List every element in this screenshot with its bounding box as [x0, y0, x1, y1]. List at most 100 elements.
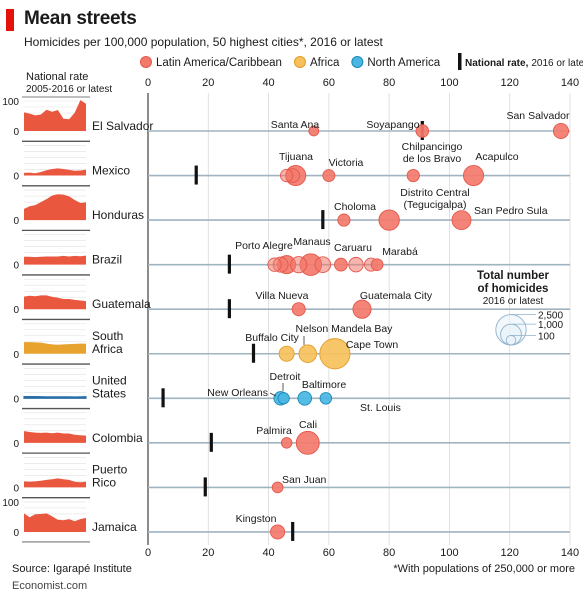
source-note: Source: Igarapé Institute — [12, 563, 132, 575]
city-label-san-juan: San Juan — [282, 474, 327, 486]
city-bubble-santa-ana — [308, 125, 320, 137]
legend-marker-africa — [293, 56, 306, 68]
country-label-puerto-rico: Rico — [92, 475, 116, 489]
city-bubble-st-louis — [319, 392, 333, 405]
x-tick-bottom-80: 80 — [383, 547, 395, 559]
country-label-mexico: Mexico — [92, 164, 130, 178]
sparkline-header-subtitle: 2005-2016 or latest — [26, 84, 112, 95]
country-label-el-salvador: El Salvador — [92, 119, 153, 133]
size-legend-subtitle: 2016 or latest — [483, 296, 544, 307]
spark-ymin-label: 0 — [13, 483, 19, 494]
city-bubble-acapulco — [463, 165, 485, 187]
legend-national-rate-sublabel: 2016 or latest — [531, 58, 583, 69]
city-bubble-unlabeled — [267, 257, 282, 272]
sparkline-brazil — [24, 255, 86, 265]
city-label-detroit: Detroit — [270, 371, 301, 383]
city-label-guatemala-city: Guatemala City — [360, 290, 433, 302]
country-label-brazil: Brazil — [92, 253, 122, 267]
country-label-guatemala: Guatemala — [92, 297, 151, 311]
country-label-honduras: Honduras — [92, 208, 144, 222]
city-bubble-unlabeled — [290, 256, 308, 274]
spark-ymax-label: 100 — [2, 97, 19, 108]
national-rate-marker-south-africa — [251, 343, 256, 363]
sparkline-honduras — [24, 194, 86, 221]
footnote: *With populations of 250,000 or more — [393, 563, 575, 575]
sparkline-south-africa — [24, 342, 86, 354]
brand-label: Economist.com — [12, 580, 88, 592]
sparkline-colombia — [24, 431, 86, 443]
city-bubble-unlabeled — [314, 256, 332, 273]
city-label-st-louis: St. Louis — [360, 402, 401, 414]
country-label-south-africa: Africa — [92, 342, 123, 356]
legend-marker-latin — [140, 56, 152, 68]
city-label-cape-town: Cape Town — [346, 339, 399, 351]
country-label-colombia: Colombia — [92, 431, 143, 445]
city-label-palmira: Palmira — [256, 425, 292, 437]
national-rate-marker-jamaica — [291, 521, 295, 541]
spark-ymin-label: 0 — [13, 261, 19, 272]
spark-ymin-label: 0 — [13, 216, 19, 227]
city-bubble-cape-town — [319, 338, 351, 370]
national-rate-marker-mexico — [194, 165, 198, 185]
x-tick-top-100: 100 — [440, 77, 458, 89]
x-tick-bottom-100: 100 — [440, 547, 458, 559]
sparkline-puerto-rico — [24, 478, 86, 488]
city-label-acapulco: Acapulco — [475, 151, 518, 163]
city-bubble-buffalo-city — [278, 345, 295, 362]
size-legend-label-1: 1,000 — [538, 320, 563, 331]
sparkline-united-states — [23, 396, 87, 399]
city-bubble-baltimore — [297, 390, 313, 406]
x-tick-bottom-140: 140 — [561, 547, 579, 559]
spark-ymin-label: 0 — [13, 127, 19, 138]
city-bubble-soyapango — [415, 124, 430, 138]
city-label-kingston: Kingston — [236, 513, 277, 525]
city-bubble-kingston — [270, 524, 286, 540]
legend-label-africa: Africa — [310, 57, 340, 69]
city-bubble-chilpancingo-de-los-bravo — [406, 168, 420, 183]
sparkline-el-salvador — [24, 100, 86, 131]
national-rate-marker-united-states — [161, 388, 165, 408]
city-bubble-palmira — [280, 437, 293, 449]
country-label-south-africa: South — [92, 329, 123, 343]
size-legend-label-2: 100 — [538, 331, 555, 342]
x-tick-top-20: 20 — [202, 77, 214, 89]
city-label-choloma: Choloma — [334, 201, 376, 213]
sparkline-jamaica — [24, 513, 86, 532]
city-label-soyapango: Soyapango — [366, 119, 419, 131]
spark-ymin-label: 0 — [13, 172, 19, 183]
city-bubble-san-juan — [271, 481, 284, 494]
country-label-puerto-rico: Puerto — [92, 462, 128, 476]
city-label-tijuana: Tijuana — [279, 151, 313, 163]
city-bubble-nelson-mandela-bay — [298, 344, 317, 363]
city-label-buffalo-city: Buffalo City — [245, 332, 299, 344]
spark-ymin-label: 0 — [13, 439, 19, 450]
country-label-united-states: States — [92, 386, 126, 400]
city-label-chilpancingo-de-los-bravo: Chilpancingo — [402, 141, 463, 153]
city-label-distrito-central-tegucigalpa-: (Tegucigalpa) — [403, 199, 466, 211]
city-label-marab-: Marabá — [382, 246, 418, 258]
x-tick-top-60: 60 — [323, 77, 335, 89]
city-label-distrito-central-tegucigalpa-: Distrito Central — [400, 187, 469, 199]
national-rate-marker-guatemala — [227, 299, 231, 319]
national-rate-marker-colombia — [209, 432, 213, 452]
spark-ymin-label: 0 — [13, 528, 19, 539]
city-bubble-victoria — [322, 169, 336, 183]
city-bubble-san-salvador — [552, 122, 569, 140]
legend-national-rate-marker — [458, 53, 462, 70]
city-bubble-unlabeled — [279, 168, 294, 183]
city-label-cali: Cali — [299, 419, 317, 431]
city-bubble-caruaru — [334, 257, 348, 272]
legend-marker-north_america — [351, 56, 364, 68]
city-label-manaus: Manaus — [293, 236, 330, 248]
size-legend-title: Total number — [477, 270, 550, 282]
leader-line-new-orleans — [269, 392, 277, 397]
x-tick-bottom-120: 120 — [501, 547, 519, 559]
city-label-new-orleans: New Orleans — [207, 387, 268, 399]
city-label-victoria: Victoria — [329, 157, 364, 169]
national-rate-marker-brazil — [227, 254, 231, 274]
city-bubble-marab- — [370, 258, 384, 271]
legend-label-latin: Latin America/Caribbean — [156, 57, 282, 69]
city-label-san-salvador: San Salvador — [506, 110, 570, 122]
city-bubble-unlabeled — [348, 256, 364, 273]
country-label-united-states: United — [92, 373, 127, 387]
